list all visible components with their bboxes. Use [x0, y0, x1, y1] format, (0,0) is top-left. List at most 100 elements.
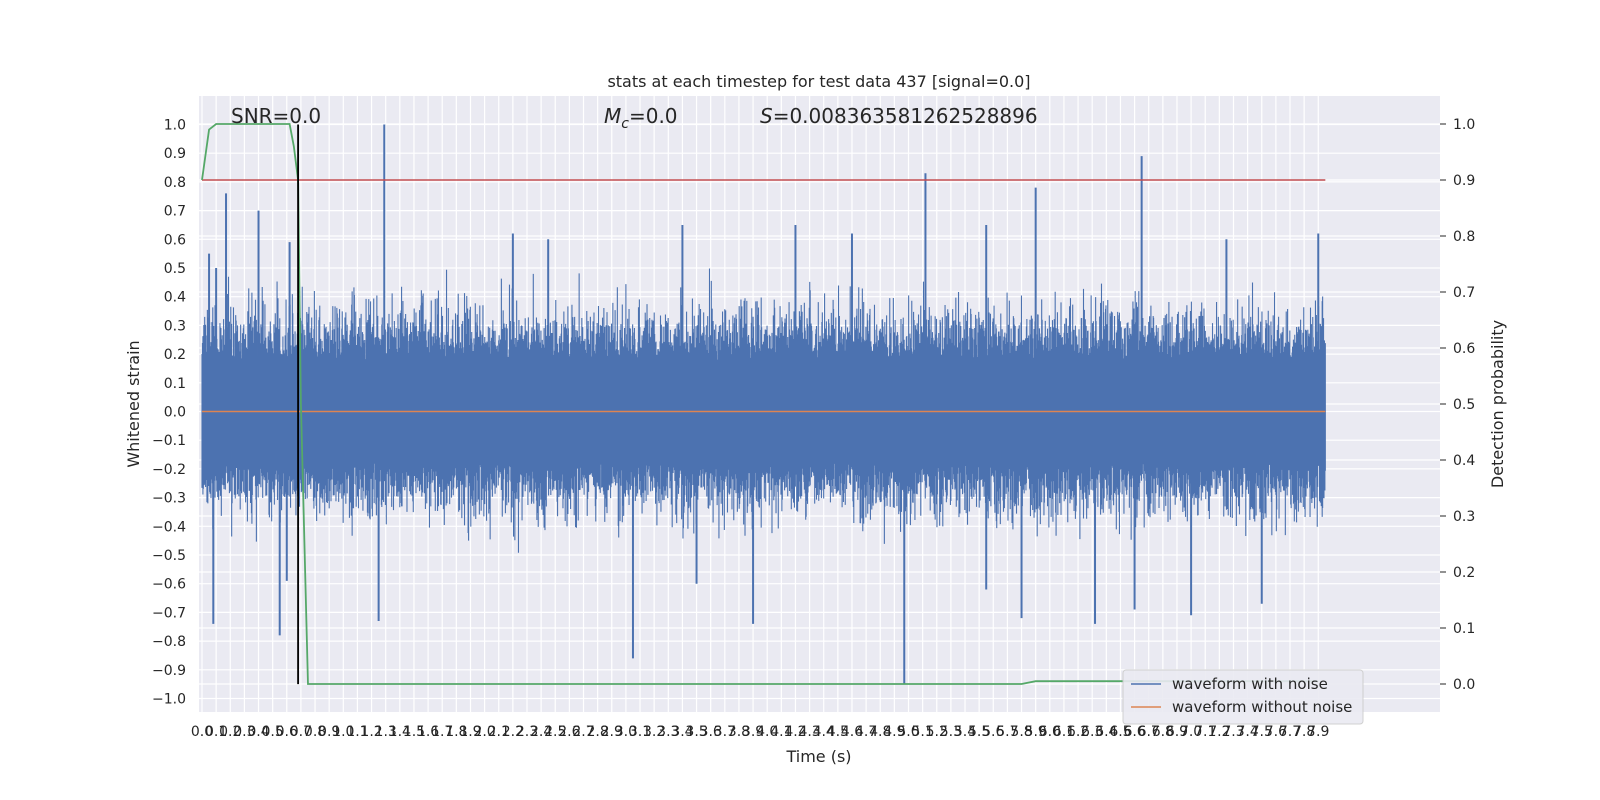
- x-tick-label: 3.9: [742, 724, 764, 740]
- x-tick-label: 7.6: [1265, 724, 1287, 740]
- x-tick-label: 4.0: [756, 724, 778, 740]
- x-tick-label: 2.3: [516, 724, 538, 740]
- y-right-tick-label: 0.3: [1453, 509, 1475, 525]
- x-tick-label: 6.4: [1095, 724, 1117, 740]
- x-tick-label: 0.7: [290, 724, 312, 740]
- x-tick-label: 4.6: [841, 724, 863, 740]
- x-tick-label: 2.6: [558, 724, 580, 740]
- legend-label-noise: waveform with noise: [1172, 675, 1328, 693]
- legend: waveform with noise waveform without noi…: [1122, 669, 1364, 725]
- x-tick-label: 5.6: [982, 724, 1004, 740]
- chart-title: stats at each timestep for test data 437…: [607, 72, 1030, 91]
- x-tick-label: 7.1: [1194, 724, 1216, 740]
- x-tick-label: 3.4: [671, 724, 693, 740]
- x-tick-label: 4.3: [798, 724, 820, 740]
- x-tick-label: 6.7: [1138, 724, 1160, 740]
- x-tick-label: 6.3: [1081, 724, 1103, 740]
- x-tick-label: 4.1: [770, 724, 792, 740]
- x-tick-label: 4.8: [869, 724, 891, 740]
- mc-symbol: M: [604, 104, 621, 128]
- y-tick-label: −0.8: [152, 634, 186, 650]
- x-tick-label: 4.2: [784, 724, 806, 740]
- x-tick-label: 5.1: [911, 724, 933, 740]
- x-tick-label: 7.8: [1293, 724, 1315, 740]
- x-tick-label: 4.5: [827, 724, 849, 740]
- y-axis-label: Whitened strain: [124, 340, 143, 467]
- x-tick-label: 7.3: [1222, 724, 1244, 740]
- x-tick-label: 3.0: [615, 724, 637, 740]
- detection-probability-line: [201, 123, 1319, 685]
- x-tick-label: 1.7: [431, 724, 453, 740]
- y-tick-label: 0.8: [164, 175, 186, 191]
- x-tick-label: 3.7: [714, 724, 736, 740]
- x-tick-label: 4.9: [883, 724, 905, 740]
- x-tick-label: 7.7: [1279, 724, 1301, 740]
- mc-annotation: Mc=0.0: [604, 104, 678, 132]
- y-right-tick-label: 0.1: [1453, 621, 1475, 637]
- x-tick-label: 7.4: [1236, 724, 1258, 740]
- x-tick-label: 6.0: [1039, 724, 1061, 740]
- x-tick-label: 1.2: [360, 724, 382, 740]
- x-tick-label: 2.5: [544, 724, 566, 740]
- x-tick-label: 1.8: [445, 724, 467, 740]
- x-tick-label: 2.0: [473, 724, 495, 740]
- x-tick-label: 5.0: [897, 724, 919, 740]
- y-tick-label: −0.9: [152, 663, 186, 679]
- x-tick-label: 2.2: [502, 724, 524, 740]
- x-tick-label: 0.2: [219, 724, 241, 740]
- x-tick-label: 5.2: [926, 724, 948, 740]
- mc-subscript: c: [621, 116, 629, 132]
- y-right-tick-label: 1.0: [1453, 117, 1475, 133]
- y-tick-label: −1.0: [152, 692, 186, 708]
- x-tick-label: 6.5: [1109, 724, 1131, 740]
- y-tick-label: 0.4: [164, 290, 186, 306]
- x-tick-label: 5.9: [1025, 724, 1047, 740]
- snr-annotation: SNR=0.0: [231, 104, 321, 128]
- x-tick-label: 6.9: [1166, 724, 1188, 740]
- x-tick-label: 3.3: [657, 724, 679, 740]
- x-tick-label: 0.9: [318, 724, 340, 740]
- y-tick-label: −0.4: [152, 519, 186, 535]
- x-tick-label: 3.5: [685, 724, 707, 740]
- x-tick-label: 0.8: [304, 724, 326, 740]
- x-tick-label: 5.5: [968, 724, 990, 740]
- x-tick-label: 0.5: [262, 724, 284, 740]
- noise-series: [201, 124, 1326, 685]
- line-series: [201, 123, 1326, 685]
- x-tick-label: 5.8: [1010, 724, 1032, 740]
- y-tick-label: 0.9: [164, 146, 186, 162]
- y-right-axis-label: Detection probability: [1488, 320, 1507, 488]
- y-right-tick-label: 0.8: [1453, 229, 1475, 245]
- x-tick-label: 0.3: [233, 724, 255, 740]
- x-tick-label: 7.9: [1307, 724, 1329, 740]
- x-tick-label: 0.1: [205, 724, 227, 740]
- y-right-tick-label: 0.4: [1453, 453, 1475, 469]
- x-tick-label: 4.7: [855, 724, 877, 740]
- y-tick-label: 0.6: [164, 232, 186, 248]
- y-tick-labels: 1.0 0.9 0.8 0.7 0.6 0.5 0.4 0.3 0.2 0.1 0.0 −0.1 −0.…: [152, 118, 186, 708]
- x-tick-label: 2.9: [601, 724, 623, 740]
- x-tick-label: 2.4: [530, 724, 552, 740]
- x-tick-label: 2.7: [572, 724, 594, 740]
- y-tick-label: 0.2: [164, 347, 186, 363]
- x-tick-label: 0.0: [191, 724, 213, 740]
- y-tick-label: 0.5: [164, 261, 186, 277]
- x-axis-label: Time (s): [785, 747, 851, 766]
- x-tick-label: 5.7: [996, 724, 1018, 740]
- y-tick-label: −0.6: [152, 577, 186, 593]
- x-tick-label: 1.3: [375, 724, 397, 740]
- y-tick-label: −0.2: [152, 462, 186, 478]
- mc-value: =0.0: [629, 104, 678, 128]
- x-tick-label: 1.6: [417, 724, 439, 740]
- x-tick-label: 1.5: [403, 724, 425, 740]
- y-tick-label: −0.3: [152, 491, 186, 507]
- x-tick-label: 5.4: [954, 724, 976, 740]
- y-tick-label: 1.0: [164, 118, 186, 134]
- y-tick-label: 0.3: [164, 318, 186, 334]
- legend-label-clean: waveform without noise: [1172, 698, 1352, 716]
- y-tick-label: 0.1: [164, 376, 186, 392]
- x-tick-label: 6.6: [1123, 724, 1145, 740]
- x-tick-label: 7.0: [1180, 724, 1202, 740]
- x-tick-label: 2.1: [488, 724, 510, 740]
